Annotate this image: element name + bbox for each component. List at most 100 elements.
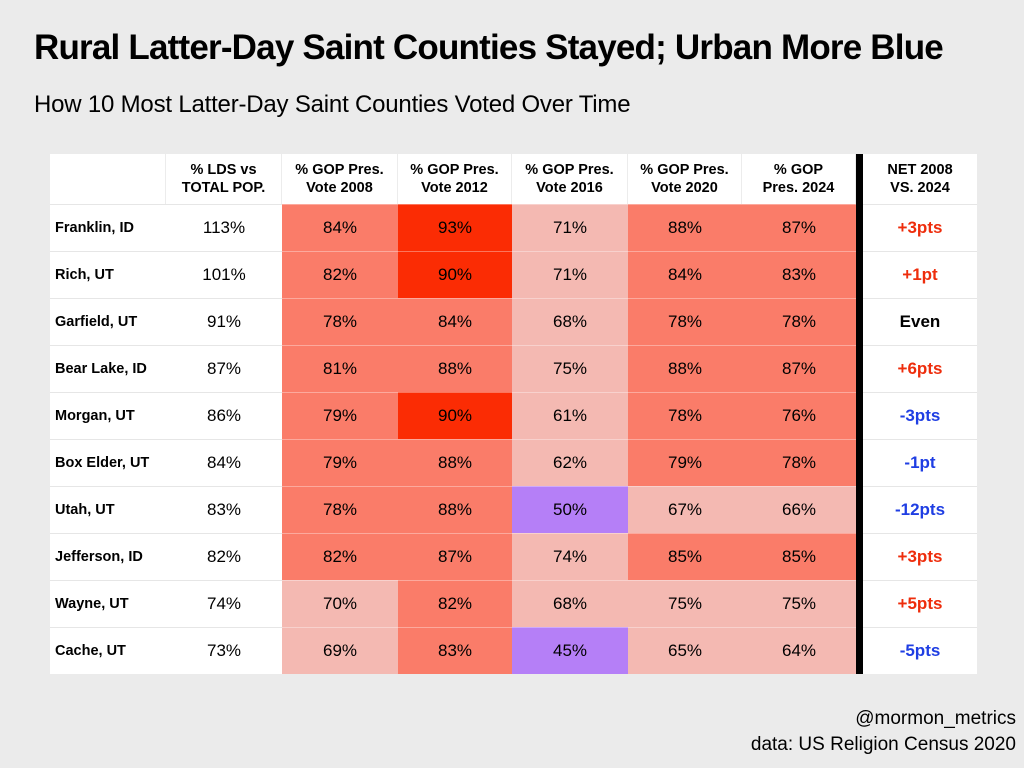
column-divider (856, 251, 863, 298)
vote-table: % LDS vs TOTAL POP.% GOP Pres. Vote 2008% … (50, 154, 977, 674)
column-header-line: % LDS vs (190, 161, 257, 178)
gop-vote-cell: 82% (282, 533, 398, 580)
gop-vote-cell: 78% (742, 298, 856, 345)
column-header-line: Vote 2016 (536, 180, 603, 196)
net-change: -12pts (863, 486, 977, 533)
header-corner (50, 154, 166, 204)
column-header-line: % GOP Pres. (640, 161, 729, 178)
lds-percent: 74% (166, 580, 282, 627)
chart-subtitle: How 10 Most Latter-Day Saint Counties Vo… (34, 91, 631, 118)
county-name: Garfield, UT (50, 298, 166, 345)
column-divider (856, 298, 863, 345)
column-header-line: Vote 2012 (421, 180, 488, 196)
gop-vote-cell: 78% (742, 439, 856, 486)
column-divider (856, 439, 863, 486)
column-header-line: NET 2008 (887, 161, 953, 178)
net-change: -3pts (863, 392, 977, 439)
gop-vote-cell: 88% (628, 204, 742, 251)
net-change: +1pt (863, 251, 977, 298)
county-name: Cache, UT (50, 627, 166, 674)
county-name: Franklin, ID (50, 204, 166, 251)
gop-vote-cell: 85% (742, 533, 856, 580)
net-change: +3pts (863, 204, 977, 251)
column-header-line: % GOP Pres. (525, 161, 614, 178)
gop-vote-cell: 78% (282, 486, 398, 533)
net-change: +6pts (863, 345, 977, 392)
gop-vote-cell: 76% (742, 392, 856, 439)
gop-vote-cell: 74% (512, 533, 628, 580)
gop-vote-cell: 87% (742, 345, 856, 392)
gop-vote-cell: 69% (282, 627, 398, 674)
lds-percent: 91% (166, 298, 282, 345)
lds-percent: 86% (166, 392, 282, 439)
column-divider (856, 580, 863, 627)
column-header: % GOP Pres. Vote 2012 (398, 154, 512, 204)
gop-vote-cell: 88% (398, 345, 512, 392)
column-header-line: Vote 2008 (306, 180, 373, 196)
gop-vote-cell: 79% (282, 439, 398, 486)
gop-vote-cell: 75% (512, 345, 628, 392)
column-divider (856, 533, 863, 580)
column-header: % GOP Pres. Vote 2020 (628, 154, 742, 204)
gop-vote-cell: 64% (742, 627, 856, 674)
gop-vote-cell: 50% (512, 486, 628, 533)
column-header-line: % GOP Pres. (295, 161, 384, 178)
gop-vote-cell: 65% (628, 627, 742, 674)
lds-percent: 73% (166, 627, 282, 674)
gop-vote-cell: 68% (512, 580, 628, 627)
lds-percent: 113% (166, 204, 282, 251)
gop-vote-cell: 45% (512, 627, 628, 674)
lds-percent: 84% (166, 439, 282, 486)
gop-vote-cell: 70% (282, 580, 398, 627)
column-divider (856, 627, 863, 674)
lds-percent: 87% (166, 345, 282, 392)
column-header: % LDS vs TOTAL POP. (166, 154, 282, 204)
gop-vote-cell: 93% (398, 204, 512, 251)
chart-title: Rural Latter-Day Saint Counties Stayed; … (34, 28, 944, 67)
county-name: Wayne, UT (50, 580, 166, 627)
column-header: NET 2008 VS. 2024 (863, 154, 977, 204)
column-divider (856, 154, 863, 204)
gop-vote-cell: 83% (398, 627, 512, 674)
column-divider (856, 345, 863, 392)
gop-vote-cell: 85% (628, 533, 742, 580)
gop-vote-cell: 79% (282, 392, 398, 439)
gop-vote-cell: 82% (398, 580, 512, 627)
column-header-line: % GOP (773, 161, 824, 178)
gop-vote-cell: 78% (282, 298, 398, 345)
gop-vote-cell: 90% (398, 392, 512, 439)
gop-vote-cell: 75% (742, 580, 856, 627)
gop-vote-cell: 87% (742, 204, 856, 251)
gop-vote-cell: 66% (742, 486, 856, 533)
county-name: Jefferson, ID (50, 533, 166, 580)
gop-vote-cell: 84% (398, 298, 512, 345)
gop-vote-cell: 82% (282, 251, 398, 298)
lds-percent: 82% (166, 533, 282, 580)
county-name: Utah, UT (50, 486, 166, 533)
gop-vote-cell: 84% (628, 251, 742, 298)
column-header: % GOP Pres. Vote 2008 (282, 154, 398, 204)
gop-vote-cell: 62% (512, 439, 628, 486)
credit-source: data: US Religion Census 2020 (750, 734, 1016, 755)
gop-vote-cell: 75% (628, 580, 742, 627)
gop-vote-cell: 71% (512, 251, 628, 298)
gop-vote-cell: 71% (512, 204, 628, 251)
county-name: Morgan, UT (50, 392, 166, 439)
column-header-line: TOTAL POP. (181, 180, 266, 196)
net-change: +3pts (863, 533, 977, 580)
gop-vote-cell: 87% (398, 533, 512, 580)
lds-percent: 83% (166, 486, 282, 533)
column-header-line: % GOP Pres. (410, 161, 499, 178)
column-header-line: Pres. 2024 (762, 180, 835, 196)
gop-vote-cell: 78% (628, 298, 742, 345)
gop-vote-cell: 61% (512, 392, 628, 439)
net-change: -5pts (863, 627, 977, 674)
gop-vote-cell: 88% (628, 345, 742, 392)
gop-vote-cell: 81% (282, 345, 398, 392)
county-name: Rich, UT (50, 251, 166, 298)
column-header-line: Vote 2020 (651, 180, 718, 196)
county-name: Box Elder, UT (50, 439, 166, 486)
gop-vote-cell: 88% (398, 439, 512, 486)
lds-percent: 101% (166, 251, 282, 298)
gop-vote-cell: 88% (398, 486, 512, 533)
